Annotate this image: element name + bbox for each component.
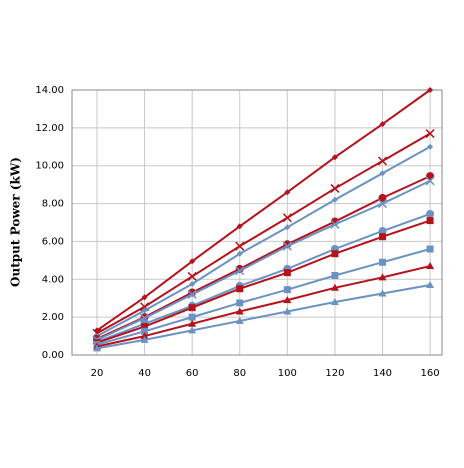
series-line [96, 145, 431, 337]
marker [379, 121, 386, 128]
marker [283, 286, 291, 294]
series-line [96, 248, 431, 346]
series [92, 280, 435, 352]
marker [188, 326, 197, 334]
marker [330, 219, 340, 229]
y-tick-label: 8.00 [42, 199, 64, 210]
series-line [96, 179, 431, 341]
marker [426, 245, 434, 253]
x-tick-label: 140 [373, 368, 392, 379]
x-tick-label: 160 [421, 368, 440, 379]
marker [283, 269, 291, 277]
series-line [96, 213, 431, 343]
marker [330, 283, 339, 291]
marker [378, 227, 387, 236]
marker [187, 271, 197, 281]
x-tick-label: 80 [233, 368, 246, 379]
marker [188, 313, 196, 321]
marker [282, 241, 292, 251]
series-line [96, 219, 431, 344]
marker [235, 307, 244, 315]
marker [141, 294, 148, 301]
marker [379, 170, 386, 177]
marker [140, 313, 150, 323]
marker [188, 304, 196, 312]
marker [236, 250, 243, 257]
y-tick-label: 12.00 [35, 123, 64, 134]
marker [427, 143, 434, 150]
marker [331, 250, 339, 258]
marker [141, 307, 148, 314]
marker [141, 327, 149, 335]
series-line [96, 283, 431, 350]
series [93, 87, 434, 334]
marker [141, 323, 149, 331]
marker [425, 129, 435, 139]
series [93, 217, 434, 347]
marker [426, 280, 435, 288]
marker [282, 213, 292, 223]
marker [189, 258, 196, 265]
marker [426, 209, 435, 218]
x-tick-label: 120 [325, 368, 344, 379]
y-tick-label: 2.00 [42, 312, 64, 323]
marker [140, 332, 149, 340]
marker [377, 156, 388, 166]
marker [330, 298, 339, 305]
marker [331, 196, 338, 203]
series-line [96, 132, 431, 335]
marker [92, 344, 101, 352]
y-tick-label: 0.00 [42, 350, 64, 361]
marker [379, 233, 387, 241]
marker [283, 307, 292, 315]
marker [330, 183, 340, 193]
x-tick-label: 40 [138, 368, 151, 379]
marker [378, 193, 387, 202]
y-tick-label: 6.00 [42, 236, 64, 247]
marker [379, 258, 387, 266]
marker [187, 289, 197, 299]
marker [378, 289, 387, 297]
marker [235, 241, 245, 251]
marker [284, 189, 291, 196]
marker [378, 273, 387, 281]
plot-frame [71, 89, 443, 356]
marker [189, 281, 196, 288]
x-tick-label: 20 [91, 368, 104, 379]
marker [425, 176, 435, 186]
series [93, 143, 434, 340]
x-tick-label: 100 [278, 368, 297, 379]
marker [427, 87, 434, 93]
marker [236, 285, 244, 293]
y-axis-label: Output Power (kW) [9, 157, 23, 287]
x-tick-label: 60 [186, 368, 199, 379]
marker [426, 217, 434, 225]
marker [236, 223, 243, 230]
series [92, 262, 435, 350]
marker [331, 154, 338, 161]
marker [235, 266, 245, 276]
marker [377, 199, 388, 209]
series [92, 176, 435, 345]
series-line [96, 89, 431, 332]
series-line [96, 265, 431, 348]
marker [140, 335, 149, 343]
y-tick-label: 10.00 [35, 161, 64, 172]
marker [236, 299, 244, 307]
marker [235, 316, 244, 324]
marker [188, 319, 197, 327]
marker [331, 272, 339, 279]
marker [426, 262, 435, 270]
marker [283, 296, 292, 304]
y-tick-label: 4.00 [42, 274, 64, 285]
y-tick-label: 14.00 [35, 85, 64, 96]
marker [284, 224, 291, 231]
